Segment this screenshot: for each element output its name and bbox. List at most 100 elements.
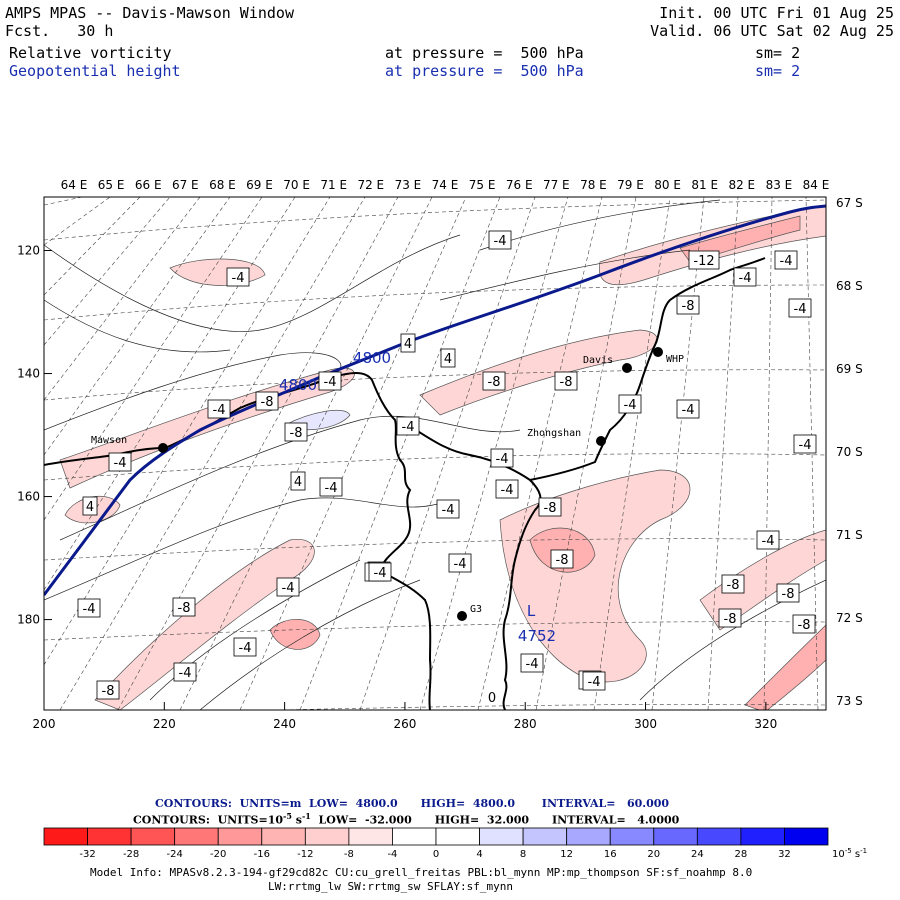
svg-text:-4: -4 (213, 403, 226, 418)
field1-smooth: sm= 2 (755, 44, 801, 62)
svg-text:-4: -4 (239, 641, 252, 656)
colorbar-tick-label: 4 (476, 849, 482, 860)
svg-text:-8: -8 (682, 299, 695, 314)
longitude-label: 69 E (246, 178, 273, 192)
valid-time: Valid. 06 UTC Sat 02 Aug 25 (650, 22, 894, 40)
colorbar-tick-label: 12 (560, 849, 573, 860)
vorticity-band-southeast (699, 529, 826, 631)
vorticity-label: 4 (440, 348, 456, 368)
map-plot-area (44, 197, 826, 710)
svg-text:-12: -12 (693, 254, 714, 269)
station-davis: Davis (583, 355, 632, 373)
vorticity-label: -4 (793, 434, 817, 454)
longitude-label: 73 E (395, 178, 422, 192)
svg-text:-4: -4 (496, 452, 509, 467)
vorticity-label: -4 (756, 530, 780, 550)
axis-ticks (43, 250, 767, 710)
vorticity-label: -4 (276, 577, 300, 597)
y-tick-label: 140 (17, 367, 40, 381)
svg-text:-4: -4 (526, 657, 539, 672)
svg-text:-4: -4 (282, 581, 295, 596)
x-tick-label: 260 (393, 717, 416, 731)
height-label: 4800 (279, 376, 317, 394)
svg-text:-4: -4 (494, 234, 507, 249)
svg-text:-4: -4 (402, 420, 415, 435)
svg-text:-4: -4 (114, 456, 127, 471)
field2-level: at pressure = 500 hPa (385, 62, 584, 80)
station-dot (158, 443, 168, 453)
vorticity-label: -8 (538, 497, 562, 517)
vorticity-label: -8 (776, 583, 800, 603)
svg-text:-4: -4 (374, 566, 387, 581)
vorticity-label: -8 (718, 608, 742, 628)
longitude-label: 71 E (320, 178, 347, 192)
vorticity-label: -4 (436, 499, 460, 519)
colorbar-swatch (609, 827, 655, 846)
vorticity-label: -4 (319, 477, 343, 497)
station-label: G3 (470, 604, 482, 615)
height-contour-labels: 4800 4800 4752 L (279, 349, 556, 645)
station-label: Davis (583, 355, 613, 366)
svg-text:-4: -4 (179, 666, 192, 681)
y-tick-label: 120 (17, 244, 40, 258)
svg-text:-8: -8 (261, 395, 274, 410)
vorticity-label: 4 (290, 471, 306, 491)
colorbar-tick-label: 8 (520, 849, 526, 860)
svg-text:-4: -4 (442, 503, 455, 518)
x-tick-label: 220 (153, 717, 176, 731)
svg-text:-8: -8 (782, 587, 795, 602)
longitude-label: 75 E (469, 178, 496, 192)
station-zhongshan: Zhongshan (527, 428, 606, 446)
colorbar-swatch (130, 827, 176, 846)
vorticity-label: -4 (582, 671, 606, 691)
x-tick-label: 280 (514, 717, 537, 731)
longitude-label: 81 E (691, 178, 718, 192)
colorbar-swatch (653, 827, 698, 846)
svg-text:-4: -4 (762, 534, 775, 549)
x-tick-label: 300 (634, 717, 657, 731)
svg-text:-8: -8 (488, 375, 501, 390)
station-dot (457, 611, 467, 621)
x-tick-label: 200 (33, 717, 56, 731)
vorticity-label: -8 (721, 574, 745, 594)
vorticity-label: -4 (448, 553, 472, 573)
colorbar-swatch (479, 827, 524, 846)
svg-text:4: 4 (294, 475, 302, 490)
colorbar-tick-label: -28 (123, 849, 139, 860)
height-label: 4752 (518, 627, 556, 645)
longitude-label: 74 E (432, 178, 459, 192)
svg-text:-8: -8 (724, 612, 737, 627)
latitude-label: 69 S (836, 362, 863, 376)
longitude-label: 67 E (172, 178, 199, 192)
vorticity-label: -4 (207, 399, 231, 419)
svg-text:-4: -4 (624, 398, 637, 413)
latitude-label: 73 S (836, 694, 863, 708)
colorbar-tick-label: -4 (387, 849, 397, 860)
latitude-label: 67 S (836, 196, 863, 210)
vorticity-label: -4 (368, 562, 392, 582)
vorticity-label: 4 (82, 496, 98, 516)
svg-text:-4: -4 (794, 302, 807, 317)
vorticity-label: -8 (284, 422, 308, 442)
vorticity-core-south (269, 618, 321, 650)
svg-text:-8: -8 (544, 501, 557, 516)
svg-text:-8: -8 (727, 578, 740, 593)
svg-text:-4: -4 (454, 557, 467, 572)
svg-text:-4: -4 (501, 483, 514, 498)
colorbar-tick-label: 0 (433, 849, 439, 860)
station-g3: G3 (457, 604, 482, 621)
vorticity-label: -8 (482, 371, 506, 391)
vorticity-label: -4 (173, 662, 197, 682)
latitude-label: 72 S (836, 611, 863, 625)
svg-text:-4: -4 (588, 675, 601, 690)
vorticity-contour-info: CONTOURS: UNITS=10-5 s-1 LOW= -32.000 HI… (133, 811, 680, 827)
colorbar: -32 -28 -24 -20 -16 -12 -8 -4 0 4 8 12 16 20 24 28 32 10-… (43, 827, 867, 860)
vorticity-label: -4 (396, 416, 420, 436)
height-label: 4800 (353, 349, 391, 367)
svg-text:4: 4 (404, 337, 412, 352)
colorbar-tick-label: -12 (297, 849, 313, 860)
svg-text:-8: -8 (178, 601, 191, 616)
vorticity-label: -4 (490, 448, 514, 468)
colorbar-swatch (174, 827, 219, 846)
colorbar-tick-label: 16 (604, 849, 617, 860)
